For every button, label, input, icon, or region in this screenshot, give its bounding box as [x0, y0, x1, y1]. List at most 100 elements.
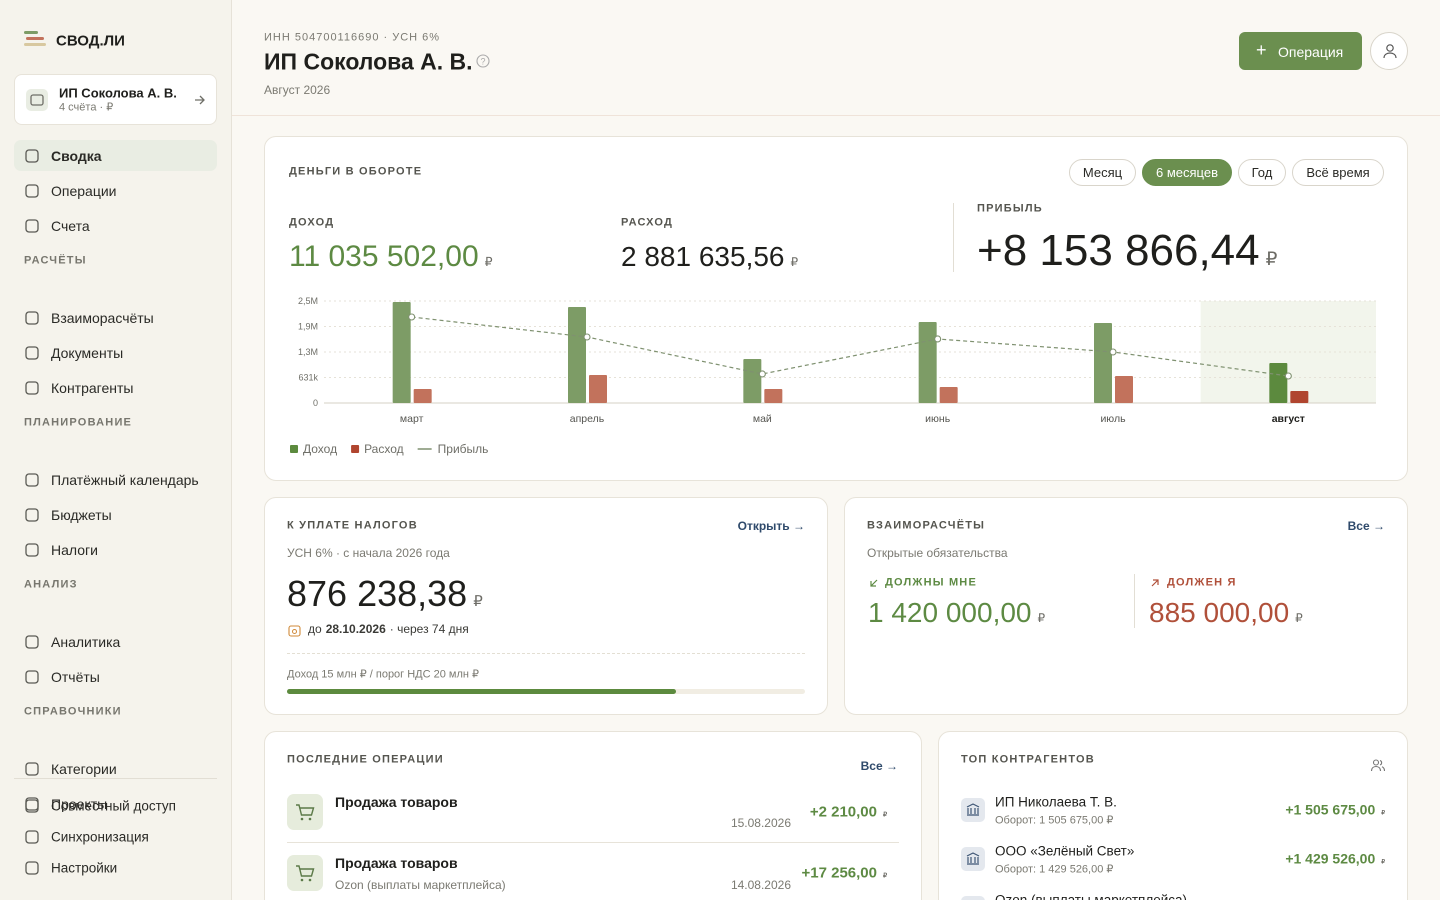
- bar: [918, 322, 937, 403]
- counterparty-name[interactable]: ООО «Зелёный Свет»: [995, 843, 1135, 859]
- bar: [1115, 376, 1133, 403]
- period-button[interactable]: 6 месяцев: [1142, 159, 1232, 186]
- nav-item[interactable]: Взаиморасчёты: [51, 310, 154, 326]
- bar: [589, 374, 607, 403]
- currency: ₽: [1381, 859, 1385, 866]
- nav-section: СПРАВОЧНИКИ: [24, 705, 122, 718]
- nav-item[interactable]: Бюджеты: [51, 507, 112, 523]
- nav-section: ПЛАНИРОВАНИЕ: [24, 416, 133, 429]
- card-title: ПОСЛЕДНИЕ ОПЕРАЦИИ: [287, 753, 444, 766]
- card-link[interactable]: Все →: [860, 759, 898, 773]
- card-title: ДЕНЬГИ В ОБОРОТЕ: [289, 165, 423, 178]
- legend-label: Прибыль: [438, 442, 489, 456]
- nav-icon: [25, 149, 39, 163]
- x-tick-label: апрель: [570, 413, 605, 425]
- operation-icon: [287, 794, 323, 830]
- add-operation-button[interactable]: [1239, 32, 1362, 70]
- bank-icon: [961, 847, 985, 871]
- bank-glyph: [966, 852, 980, 865]
- period-button[interactable]: Месяц: [1069, 159, 1136, 186]
- nav-item[interactable]: Категории: [51, 761, 117, 777]
- page-title: ИП Соколова А. В.: [264, 48, 473, 75]
- nav-item[interactable]: Совместный доступ: [51, 798, 176, 814]
- profit-point: [1284, 372, 1292, 380]
- operation-date: 14.08.2026: [730, 878, 791, 892]
- operation-title[interactable]: Продажа товаров: [335, 794, 458, 810]
- bar: [413, 389, 432, 403]
- cart-icon: [296, 804, 315, 821]
- nav-item[interactable]: Налоги: [51, 542, 98, 558]
- nav-item[interactable]: Аналитика: [51, 634, 121, 650]
- nav-item[interactable]: Проекты: [51, 796, 108, 812]
- nav-icon: [25, 508, 39, 522]
- operation-sub: Ozon (выплаты маркетплейса): [335, 878, 506, 892]
- nav-icon: [25, 311, 39, 325]
- money-card: 0 631k 1,3M 1,9M 2,5M март апрель май июнь июль ав…: [264, 136, 1408, 481]
- bar: [568, 306, 586, 403]
- settlements-card: [844, 497, 1408, 715]
- amount-value: +1 505 675,00: [1285, 801, 1376, 818]
- divider: [1134, 574, 1135, 628]
- user-button[interactable]: [1370, 32, 1408, 70]
- card-link[interactable]: Открыть →: [737, 519, 805, 533]
- profit-point: [934, 335, 942, 343]
- profit-point: [758, 370, 766, 378]
- nav-item[interactable]: Настройки: [51, 860, 118, 876]
- profit-line: [411, 316, 1289, 377]
- sidebar: [0, 0, 232, 900]
- nav-icon: [25, 830, 39, 844]
- bank-icon: [961, 798, 985, 822]
- nav-icon: [25, 670, 39, 684]
- nav-item[interactable]: Синхронизация: [51, 829, 149, 845]
- bar: [392, 301, 411, 403]
- x-tick-label: май: [753, 413, 772, 425]
- profit-point: [1109, 348, 1117, 356]
- nav-section: АНАЛИЗ: [24, 578, 78, 591]
- operation-icon: [287, 855, 323, 891]
- counterparty-name[interactable]: Ozon (выплаты маркетплейса): [995, 892, 1188, 900]
- nav-item[interactable]: Контрагенты: [51, 380, 134, 396]
- account-switcher[interactable]: [14, 74, 217, 125]
- svg-text:?: ?: [480, 57, 485, 67]
- divider: [953, 203, 954, 272]
- y-tick-label: 1,3M: [298, 347, 318, 357]
- profit-point: [583, 333, 591, 341]
- nav-icon: [25, 184, 39, 198]
- currency: ₽: [1265, 248, 1278, 269]
- nav-item[interactable]: Сводка: [51, 148, 102, 164]
- chart: 0 631k 1,3M 1,9M 2,5M март апрель май июнь июль ав…: [290, 296, 1376, 456]
- nav-item[interactable]: Документы: [51, 345, 124, 361]
- expense-total: 2 881 635,56 ₽: [621, 243, 798, 271]
- wallet-icon: [26, 89, 48, 111]
- divider: [287, 842, 899, 843]
- help-icon[interactable]: ?: [476, 54, 490, 68]
- button-label: Операция: [1278, 44, 1344, 60]
- profit-point: [408, 313, 416, 321]
- card-link[interactable]: Все →: [1347, 519, 1385, 533]
- nav-item[interactable]: Операции: [51, 183, 117, 199]
- counterparties-card: [938, 731, 1408, 900]
- nav-icon: [25, 799, 39, 813]
- operation-title[interactable]: Продажа товаров: [335, 855, 458, 871]
- account-name: ИП Соколова А. В.: [59, 85, 177, 101]
- nav-item[interactable]: Платёжный календарь: [51, 472, 199, 488]
- bar: [1094, 322, 1112, 403]
- header-border: [232, 115, 1440, 116]
- counterparty-name[interactable]: ИП Николаева Т. В.: [995, 794, 1117, 810]
- x-tick-label: август: [1272, 413, 1305, 425]
- amount-value: +1 429 526,00: [1285, 850, 1376, 867]
- nav-item[interactable]: Счета: [51, 218, 90, 234]
- y-tick-label: 2,5M: [298, 296, 318, 306]
- due-part: 28.10.2026: [325, 622, 386, 636]
- progress-label: Доход 15 млн ₽ / порог НДС 20 млн ₽: [287, 668, 480, 681]
- nav-item[interactable]: Отчёты: [51, 669, 100, 685]
- period-button[interactable]: Год: [1238, 159, 1286, 186]
- period-button[interactable]: Всё время: [1292, 159, 1384, 186]
- bar: [939, 386, 958, 403]
- due-line: до 28.10.2026 · через 74 дня: [308, 623, 473, 635]
- active-nav-bg: [14, 140, 217, 171]
- amount-value: 876 238,38: [287, 573, 468, 614]
- header-period: Август 2026: [264, 83, 331, 97]
- bank-icon: [961, 896, 985, 900]
